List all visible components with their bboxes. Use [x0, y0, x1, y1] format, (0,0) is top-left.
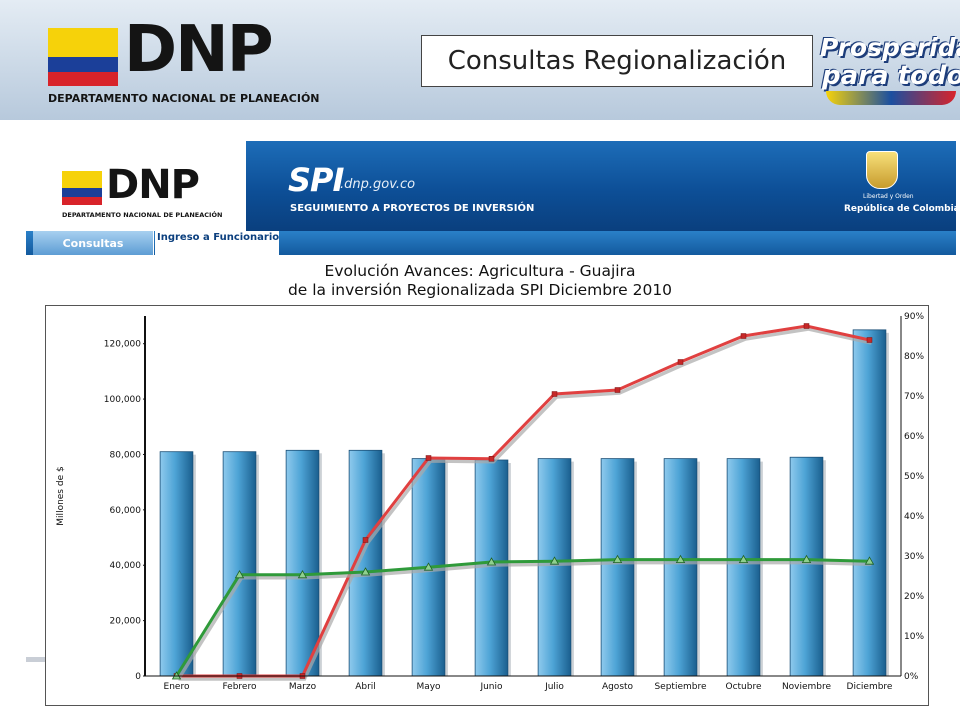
series-1-point	[488, 456, 495, 462]
chart: Millones de $ 0 20,000 40,000 60,000 80,000 10…	[56, 312, 924, 692]
y2-tick-label: 20%	[904, 592, 924, 602]
bar-diciembre	[852, 329, 887, 677]
prosperidad-logo: Prosperidad para todos	[818, 33, 960, 113]
series-2-point	[864, 556, 875, 565]
series-2-point	[360, 567, 371, 576]
x-tick-label: Mayo	[416, 682, 441, 692]
page-title: Consultas Regionalización	[447, 46, 787, 76]
country-text: República de Colombia	[844, 204, 960, 214]
coat-of-arms-icon	[866, 151, 898, 189]
slogan-line2: para todos	[822, 61, 960, 91]
nav-bar: Consultas Ingreso a Funcionarios	[26, 231, 956, 255]
y-tick-label: 120,000	[104, 340, 141, 350]
series-2-point	[612, 554, 623, 563]
decorative-divider	[26, 657, 56, 662]
x-tick-label: Abril	[355, 682, 376, 692]
y-tick-label: 0	[135, 672, 141, 682]
x-tick-label: Septiembre	[654, 682, 707, 692]
y-tick-label: 80,000	[110, 450, 142, 460]
y2-tick-label: 10%	[904, 632, 924, 642]
chart-title-block: Evolución Avances: Agricultura - Guajira…	[0, 262, 960, 300]
swoosh-icon	[826, 91, 956, 105]
series-2-point	[675, 554, 686, 563]
bar-septiembre	[663, 458, 698, 677]
x-tick-label: Marzo	[289, 682, 317, 692]
x-tick-label: Febrero	[223, 682, 257, 692]
series-1-point	[551, 391, 558, 397]
motto-text: Libertad y Orden	[863, 193, 914, 200]
y2-tick-label: 40%	[904, 512, 924, 522]
series-2-point	[297, 569, 308, 579]
nav-consultas-tab[interactable]: Consultas	[33, 231, 154, 255]
nav-ingreso-funcionarios-tab[interactable]: Ingreso a Funcionarios	[155, 231, 279, 255]
spi-banner: DNP DEPARTAMENTO NACIONAL DE PLANEACIÓN …	[26, 133, 960, 260]
x-tick-label: Octubre	[725, 682, 761, 692]
series-2-point	[738, 554, 749, 563]
series-2-point	[423, 562, 434, 571]
spi-logo-text: SPI	[288, 161, 344, 199]
series-2-point	[486, 557, 497, 566]
y-tick-label: 100,000	[104, 395, 141, 405]
page-title-box: Consultas Regionalización	[421, 35, 813, 87]
dnp-logo-text: DNP	[124, 13, 274, 87]
spi-domain: .dnp.gov.co	[340, 177, 416, 192]
bar-marzo	[285, 449, 320, 677]
bar-febrero	[222, 451, 257, 677]
spi-header: SPI .dnp.gov.co SEGUIMIENTO A PROYECTOS …	[246, 141, 960, 231]
colombia-flag-icon	[48, 28, 118, 86]
series-1-line	[176, 324, 870, 678]
series-1-point	[614, 387, 621, 393]
x-tick-label: Noviembre	[782, 682, 832, 692]
bar-noviembre	[789, 456, 824, 677]
banner-dnp-subtitle: DEPARTAMENTO NACIONAL DE PLANEACIÓN	[62, 211, 223, 219]
y-tick-label: 40,000	[110, 561, 142, 571]
y-tick-label: 20,000	[110, 617, 142, 627]
series-1-point	[866, 337, 873, 343]
header-band: DNP DEPARTAMENTO NACIONAL DE PLANEACIÓN …	[0, 0, 960, 120]
series-1-point	[425, 455, 432, 461]
y2-tick-label: 60%	[904, 432, 924, 442]
series-2-line	[175, 558, 870, 677]
series-2-point	[234, 569, 245, 579]
x-tick-label: Julio	[544, 682, 564, 692]
y2-tick-label: 50%	[904, 472, 924, 482]
x-tick-label: Enero	[164, 682, 190, 692]
chart-subtitle: de la inversión Regionalizada SPI Diciem…	[287, 281, 673, 299]
bar-enero	[159, 451, 194, 677]
bar-agosto	[600, 458, 635, 677]
y-axis-label: Millones de $	[56, 466, 66, 525]
y2-tick-label: 70%	[904, 392, 924, 402]
y2-tick-label: 30%	[904, 552, 924, 562]
slogan-line1: Prosperidad	[820, 33, 960, 62]
chart-frame: Millones de $ 0 20,000 40,000 60,000 80,000 10…	[45, 305, 929, 706]
y-tick-label: 60,000	[110, 506, 142, 516]
series-1-point	[803, 323, 810, 329]
series-1-point	[362, 537, 369, 543]
series-2-point	[549, 556, 560, 565]
y2-tick-label: 80%	[904, 352, 924, 362]
y2-tick-label: 90%	[904, 312, 924, 322]
series-2-point	[801, 554, 812, 563]
y2-tick-label: 0%	[904, 672, 919, 682]
series-1-shadow	[178, 327, 872, 681]
series-1-point	[677, 359, 684, 365]
bar-octubre	[726, 458, 761, 677]
spi-subtitle: SEGUIMIENTO A PROYECTOS DE INVERSIÓN	[290, 203, 535, 214]
x-tick-label: Diciembre	[847, 682, 893, 692]
x-tick-label: Junio	[479, 682, 503, 692]
banner-dnp-text: DNP	[106, 162, 200, 208]
series-1-point	[740, 333, 747, 339]
colombia-flag-icon	[62, 171, 102, 205]
chart-title: Evolución Avances: Agricultura - Guajira	[324, 262, 636, 280]
bar-julio	[537, 458, 572, 677]
x-tick-label: Agosto	[602, 682, 634, 692]
bar-junio	[474, 459, 509, 677]
dnp-logo-subtitle: DEPARTAMENTO NACIONAL DE PLANEACIÓN	[48, 92, 320, 105]
series-2-shadow	[177, 560, 872, 680]
